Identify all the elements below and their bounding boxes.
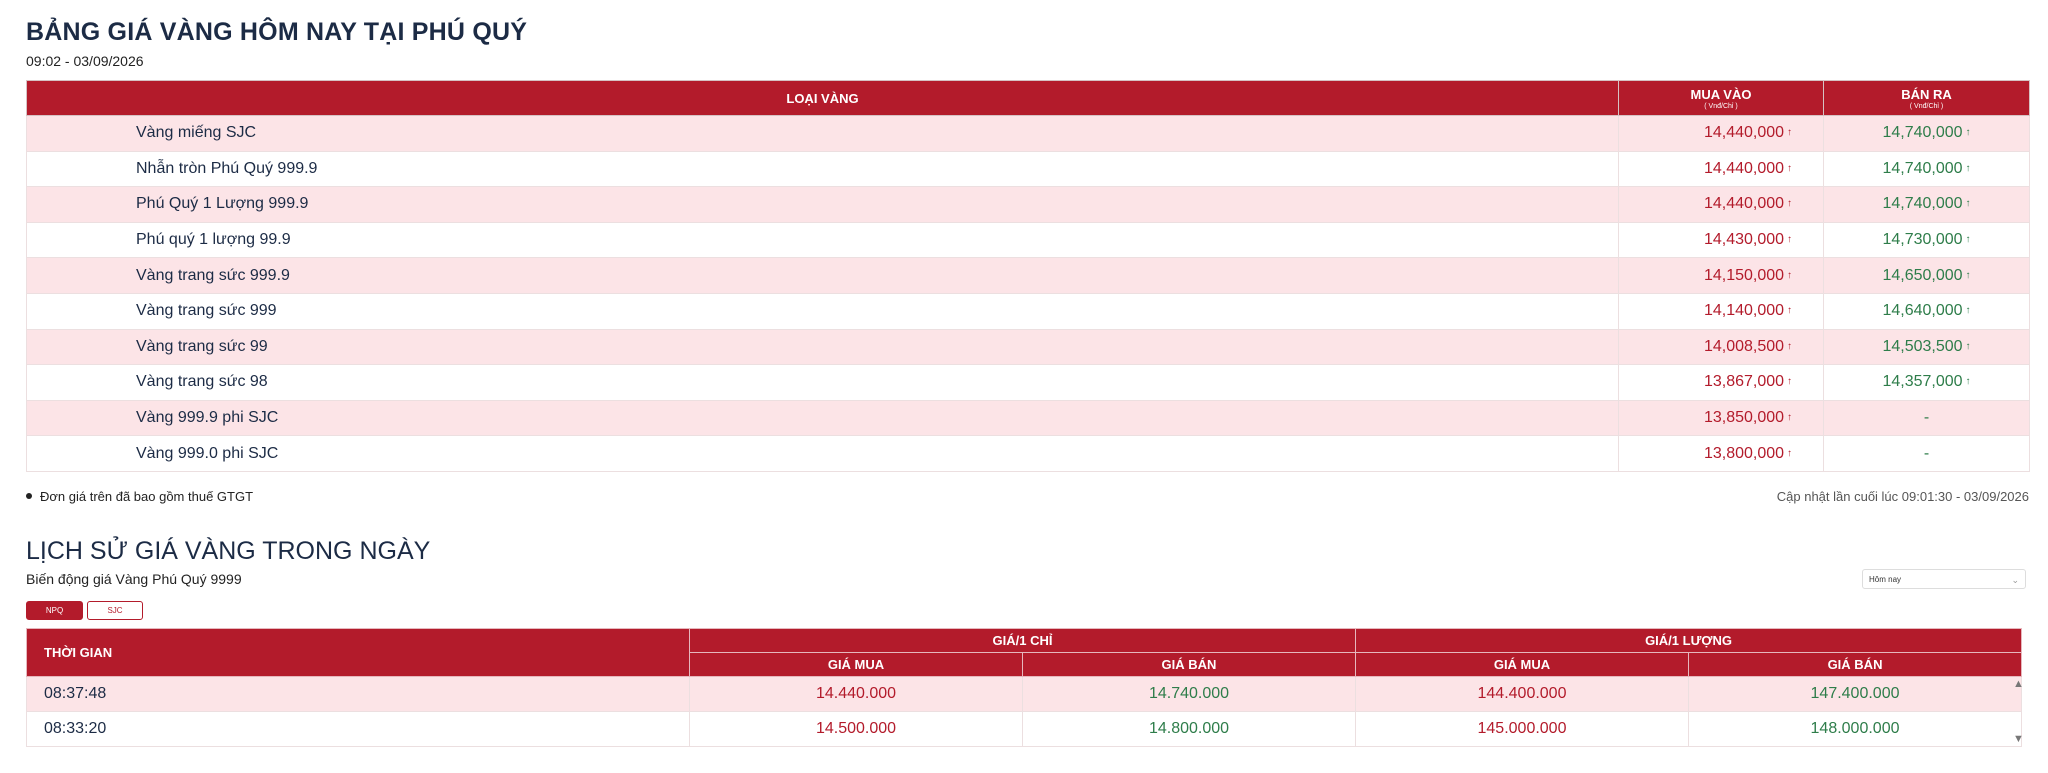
col-header-sell: BÁN RA( Vnđ/Chỉ ): [1823, 80, 2030, 116]
price-row: Vàng 999.9 phi SJC 13,850,000 ↑ -: [26, 399, 2030, 437]
arrow-up-icon: ↑: [1965, 234, 1971, 246]
arrow-up-icon: ↑: [1787, 412, 1793, 424]
bullet-icon: [26, 493, 32, 499]
sell-price: -: [1823, 435, 2030, 472]
buy-price: 14,430,000 ↑: [1618, 221, 1824, 259]
col-header-time: THỜI GIAN: [26, 628, 690, 677]
sell-price: 14,650,000 ↑: [1823, 257, 2030, 294]
arrow-up-icon: ↑: [1787, 376, 1793, 388]
luong-sell-price: 147.400.000: [1687, 676, 2023, 712]
sell-price: 14,640,000 ↑: [1823, 292, 2030, 330]
gold-type-name: Vàng miếng SJC: [26, 115, 1619, 152]
arrow-up-icon: ↑: [1787, 305, 1793, 317]
gold-type-name: Vàng trang sức 999: [26, 292, 1619, 330]
sell-price: 14,503,500 ↑: [1823, 328, 2030, 366]
history-subtitle: Biến động giá Vàng Phú Quý 9999: [26, 571, 242, 587]
arrow-up-icon: ↑: [1787, 198, 1793, 210]
buy-price: 13,850,000 ↑: [1618, 399, 1824, 437]
chevron-down-icon: ⌄: [2011, 575, 2019, 585]
npq-button[interactable]: NPQ: [26, 601, 83, 620]
gold-type-name: Vàng 999.0 phi SJC: [26, 435, 1619, 472]
sell-price: -: [1823, 399, 2030, 437]
price-row: Nhẫn tròn Phú Quý 999.9 14,440,000 ↑ 14,740…: [26, 150, 2030, 188]
arrow-up-icon: ↑: [1787, 127, 1793, 139]
arrow-up-icon: ↑: [1787, 269, 1793, 281]
col-header-luong-sell: GIÁ BÁN: [1687, 652, 2023, 677]
sell-price: 14,740,000 ↑: [1823, 150, 2030, 188]
arrow-up-icon: ↑: [1787, 234, 1793, 246]
arrow-up-icon: ↑: [1965, 127, 1971, 139]
col-header-chi-sell: GIÁ BÁN: [1022, 652, 1356, 677]
history-row: 08:33:20 14.500.000 14.800.000 145.000.000 1…: [26, 711, 2023, 747]
gold-type-name: Phú quý 1 lượng 99.9: [26, 221, 1619, 259]
sell-price: 14,357,000 ↑: [1823, 364, 2030, 401]
gold-type-name: Vàng trang sức 98: [26, 364, 1619, 401]
buy-price: 14,140,000 ↑: [1618, 292, 1824, 330]
page-title: BẢNG GIÁ VÀNG HÔM NAY TẠI PHÚ QUÝ: [26, 18, 528, 46]
history-row: 08:37:48 14.440.000 14.740.000 144.400.000 1…: [26, 676, 2023, 712]
price-row: Vàng trang sức 98 13,867,000 ↑ 14,357,000 ↑: [26, 364, 2030, 401]
buy-price: 13,867,000 ↑: [1618, 364, 1824, 401]
sjc-button[interactable]: SJC: [87, 601, 143, 620]
sell-price: 14,730,000 ↑: [1823, 221, 2030, 259]
luong-buy-price: 144.400.000: [1355, 676, 1689, 712]
chi-buy-price: 14.440.000: [689, 676, 1023, 712]
vat-note: Đơn giá trên đã bao gồm thuế GTGT: [26, 489, 253, 504]
sell-price: 14,740,000 ↑: [1823, 115, 2030, 152]
arrow-up-icon: ↑: [1787, 162, 1793, 174]
gold-type-name: Vàng 999.9 phi SJC: [26, 399, 1619, 437]
col-header-luong-buy: GIÁ MUA: [1355, 652, 1689, 677]
arrow-up-icon: ↑: [1787, 340, 1793, 352]
price-row: Vàng 999.0 phi SJC 13,800,000 ↑ -: [26, 435, 2030, 472]
history-time: 08:37:48: [26, 676, 690, 712]
arrow-up-icon: ↑: [1965, 269, 1971, 281]
buy-price: 14,440,000 ↑: [1618, 115, 1824, 152]
gold-type-name: Phú Quý 1 Lượng 999.9: [26, 186, 1619, 223]
col-header-gold-type: LOẠI VÀNG: [26, 80, 1619, 116]
sell-price: 14,740,000 ↑: [1823, 186, 2030, 223]
buy-price: 14,150,000 ↑: [1618, 257, 1824, 294]
price-row: Vàng trang sức 999 14,140,000 ↑ 14,640,000 ↑: [26, 292, 2030, 330]
price-row: Vàng trang sức 999.9 14,150,000 ↑ 14,650,00…: [26, 257, 2030, 294]
gold-type-name: Vàng trang sức 999.9: [26, 257, 1619, 294]
scroll-down-icon[interactable]: ▼: [2013, 733, 2024, 745]
arrow-up-icon: ↑: [1965, 198, 1971, 210]
arrow-up-icon: ↑: [1965, 305, 1971, 317]
history-table: THỜI GIAN GIÁ/1 CHỈ GIÁ/1 LƯỢNG GIÁ MUA …: [26, 628, 2023, 747]
history-time: 08:33:20: [26, 711, 690, 747]
buy-price: 14,008,500 ↑: [1618, 328, 1824, 366]
arrow-up-icon: ↑: [1787, 447, 1793, 459]
history-title: LỊCH SỬ GIÁ VÀNG TRONG NGÀY: [26, 537, 431, 565]
luong-buy-price: 145.000.000: [1355, 711, 1689, 747]
date-range-select[interactable]: Hôm nay ⌄: [1862, 569, 2026, 589]
group-header-luong: GIÁ/1 LƯỢNG: [1354, 628, 2023, 653]
chi-sell-price: 14.740.000: [1022, 676, 1356, 712]
arrow-up-icon: ↑: [1965, 162, 1971, 174]
gold-type-name: Vàng trang sức 99: [26, 328, 1619, 366]
price-row: Vàng trang sức 99 14,008,500 ↑ 14,503,500 ↑: [26, 328, 2030, 366]
gold-type-name: Nhẫn tròn Phú Quý 999.9: [26, 150, 1619, 188]
price-row: Phú quý 1 lượng 99.9 14,430,000 ↑ 14,730,00…: [26, 221, 2030, 259]
price-row: Vàng miếng SJC 14,440,000 ↑ 14,740,000 ↑: [26, 115, 2030, 152]
buy-price: 14,440,000 ↑: [1618, 150, 1824, 188]
update-datetime: 09:02 - 03/09/2026: [26, 53, 144, 69]
arrow-up-icon: ↑: [1965, 376, 1971, 388]
arrow-up-icon: ↑: [1965, 340, 1971, 352]
buy-price: 13,800,000 ↑: [1618, 435, 1824, 472]
chi-buy-price: 14.500.000: [689, 711, 1023, 747]
col-header-buy: MUA VÀO( Vnđ/Chỉ ): [1618, 80, 1824, 116]
last-updated-text: Cập nhật lần cuối lúc 09:01:30 - 03/09/2…: [1776, 489, 2029, 504]
buy-price: 14,440,000 ↑: [1618, 186, 1824, 223]
luong-sell-price: 148.000.000: [1687, 711, 2023, 747]
group-header-chi: GIÁ/1 CHỈ: [689, 628, 1356, 653]
col-header-chi-buy: GIÁ MUA: [689, 652, 1023, 677]
gold-price-table: LOẠI VÀNG MUA VÀO( Vnđ/Chỉ ) BÁN RA( Vnđ…: [26, 80, 2030, 472]
chi-sell-price: 14.800.000: [1022, 711, 1356, 747]
price-row: Phú Quý 1 Lượng 999.9 14,440,000 ↑ 14,740,0…: [26, 186, 2030, 223]
scroll-up-icon[interactable]: ▲: [2013, 678, 2024, 690]
